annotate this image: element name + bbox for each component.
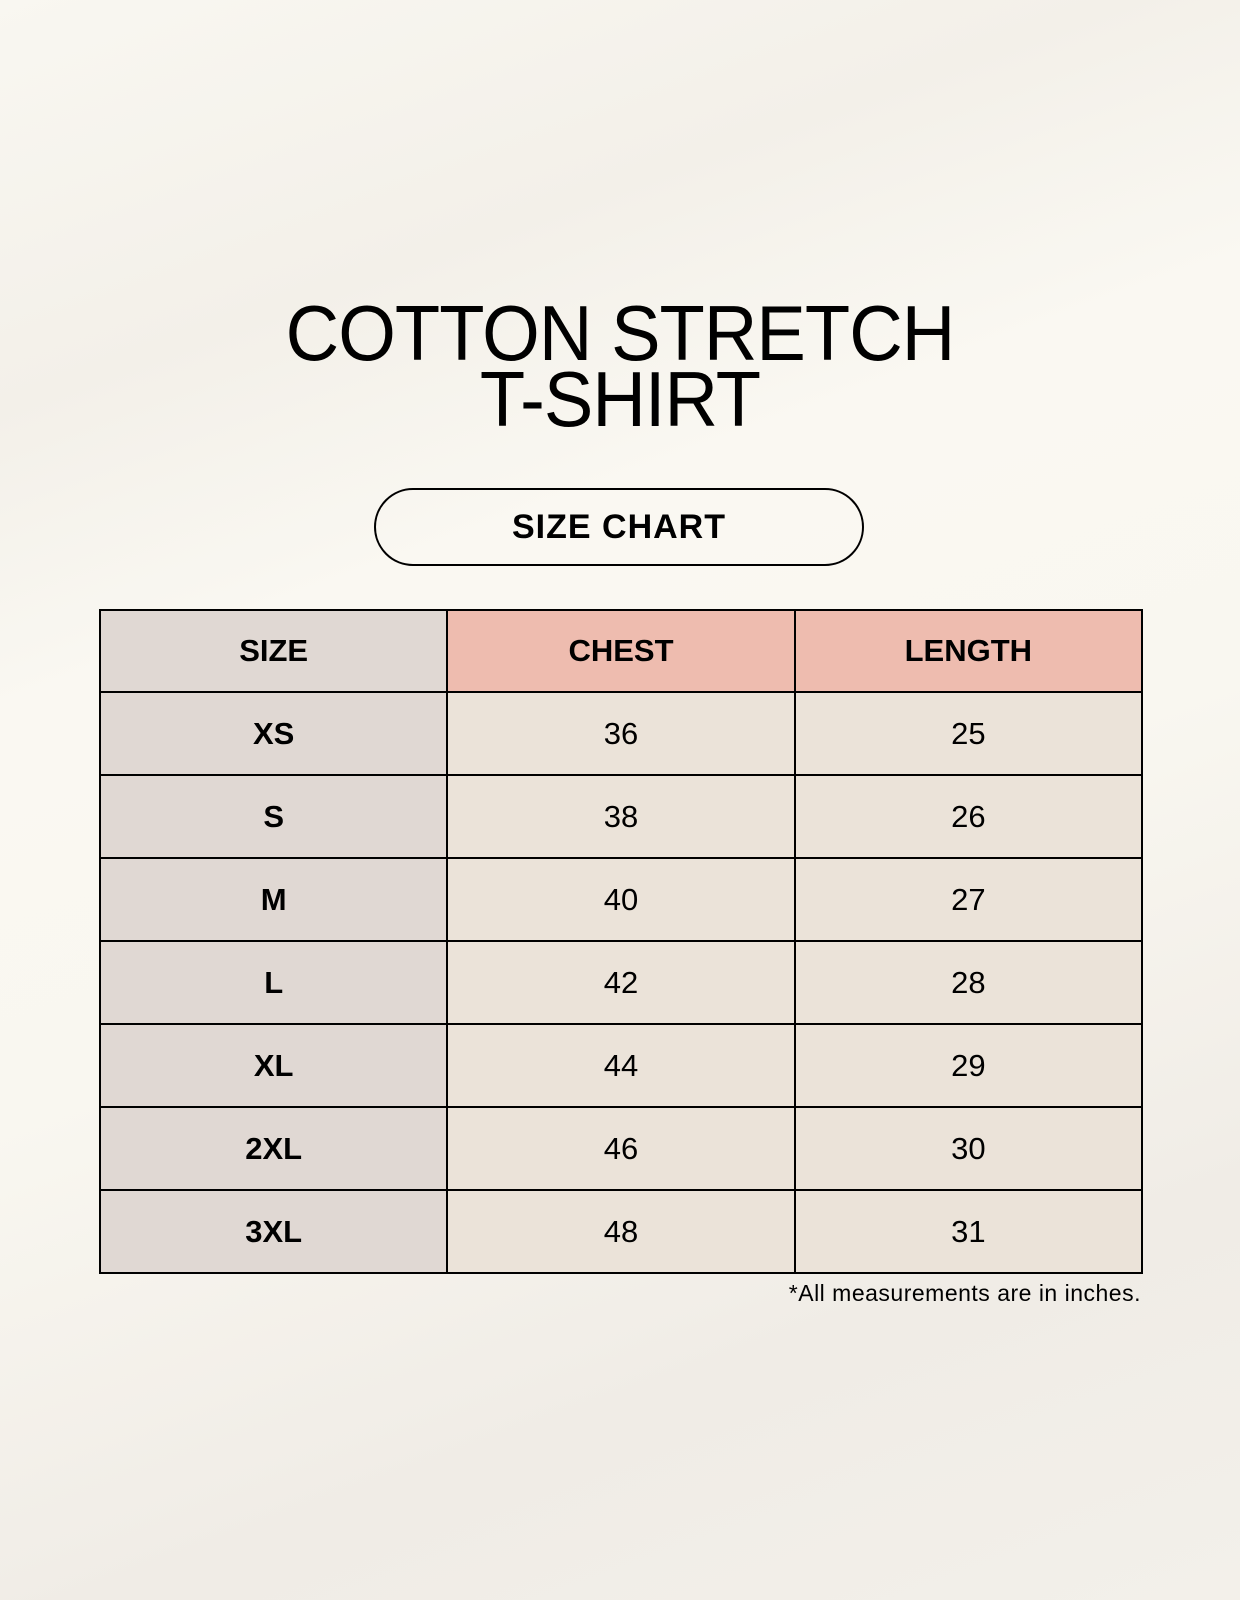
cell-chest: 44 [446, 1023, 796, 1108]
table-row: XS 36 25 [98, 691, 1144, 776]
title-line-1: COTTON STRETCH [285, 289, 956, 377]
cell-length: 30 [793, 1106, 1144, 1191]
cell-chest: 36 [446, 691, 796, 776]
cell-length: 28 [793, 940, 1144, 1025]
cell-size: L [98, 940, 449, 1025]
cell-length: 26 [793, 774, 1144, 859]
size-chart-badge: SIZE CHART [374, 488, 864, 566]
cell-chest: 46 [446, 1106, 796, 1191]
cell-size: 2XL [98, 1106, 449, 1191]
cell-size: XS [98, 691, 449, 776]
header-size: SIZE [98, 609, 449, 693]
header-length: LENGTH [793, 609, 1144, 693]
cell-length: 31 [793, 1189, 1144, 1274]
cell-size: 3XL [98, 1189, 449, 1274]
cell-size: XL [98, 1023, 449, 1108]
cell-length: 29 [793, 1023, 1144, 1108]
table-row: 2XL 46 30 [98, 1106, 1144, 1191]
title-line-2: T-SHIRT [479, 355, 761, 443]
table-row: 3XL 48 31 [98, 1189, 1144, 1274]
table-row: M 40 27 [98, 857, 1144, 942]
cell-chest: 42 [446, 940, 796, 1025]
table-row: S 38 26 [98, 774, 1144, 859]
table-row: L 42 28 [98, 940, 1144, 1025]
table-header-row: SIZE CHEST LENGTH [98, 609, 1144, 693]
cell-size: M [98, 857, 449, 942]
footnote: *All measurements are in inches. [788, 1280, 1141, 1306]
table-row: XL 44 29 [98, 1023, 1144, 1108]
cell-chest: 38 [446, 774, 796, 859]
cell-chest: 40 [446, 857, 796, 942]
cell-size: S [98, 774, 449, 859]
cell-length: 27 [793, 857, 1144, 942]
size-table: SIZE CHEST LENGTH XS 36 25 S 38 26 M 40 27 L 42 28 X… [98, 609, 1144, 1274]
cell-length: 25 [793, 691, 1144, 776]
header-chest: CHEST [446, 609, 796, 693]
cell-chest: 48 [446, 1189, 796, 1274]
page-title: COTTON STRETCH T-SHIRT [31, 289, 1209, 443]
